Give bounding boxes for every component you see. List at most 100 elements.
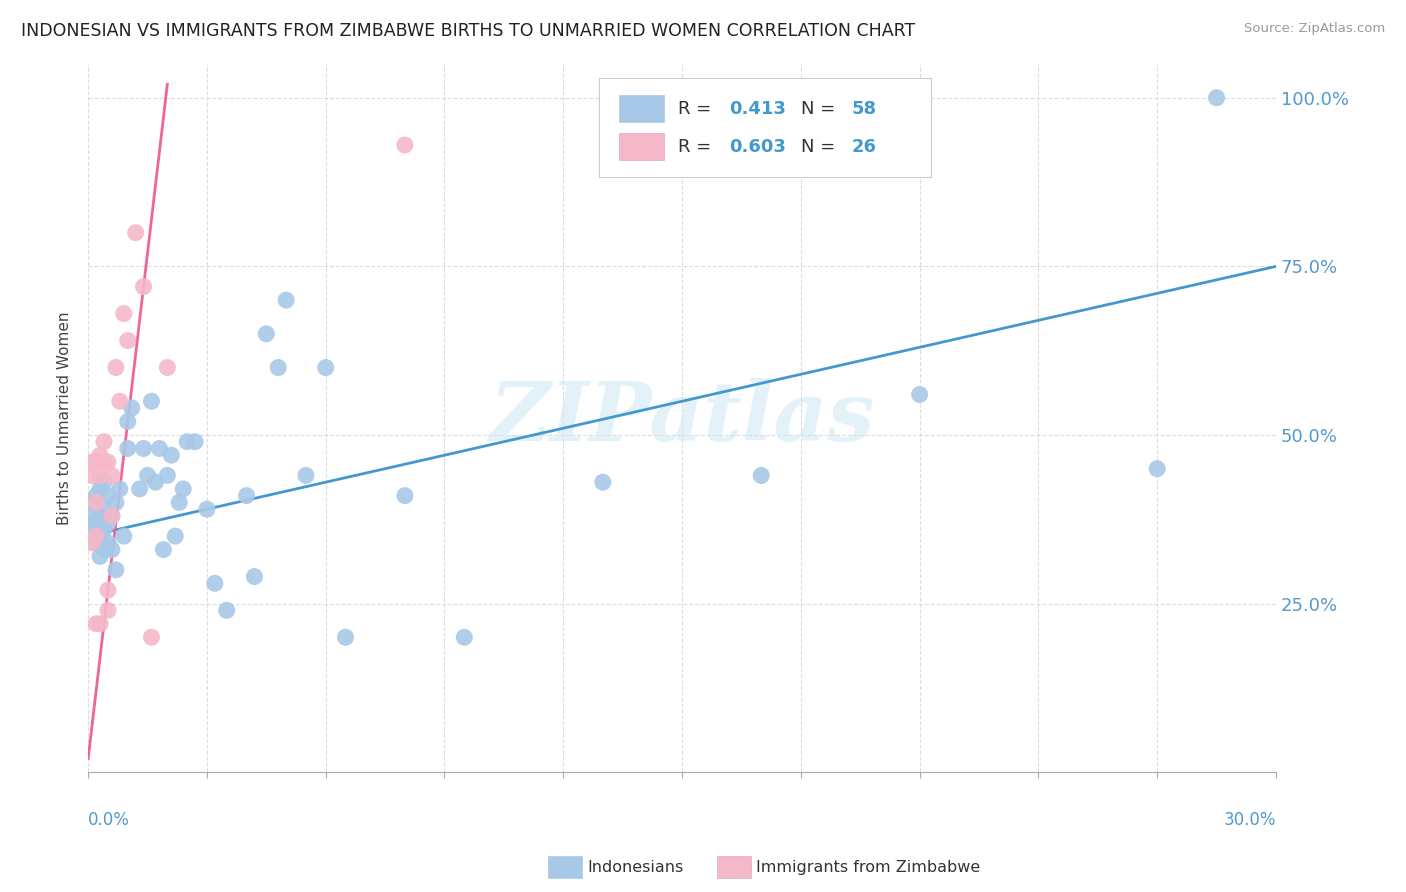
Point <box>101 468 124 483</box>
Text: Indonesians: Indonesians <box>588 860 683 874</box>
Point <box>145 475 167 490</box>
Point <box>124 226 146 240</box>
Point <box>97 603 120 617</box>
Point <box>215 603 238 617</box>
Text: ZIPatlas: ZIPatlas <box>489 378 875 458</box>
Point <box>89 448 111 462</box>
Point <box>128 482 150 496</box>
Point <box>93 542 115 557</box>
Point <box>394 489 416 503</box>
Point <box>749 468 772 483</box>
Point <box>453 630 475 644</box>
Text: N =: N = <box>801 138 841 156</box>
Bar <box>619 95 664 122</box>
Point <box>335 630 357 644</box>
Point <box>295 468 318 483</box>
Point <box>101 508 124 523</box>
Point <box>101 542 124 557</box>
Point <box>235 489 257 503</box>
Point <box>1205 91 1227 105</box>
Point <box>117 415 139 429</box>
FancyBboxPatch shape <box>599 78 932 178</box>
Point <box>89 616 111 631</box>
Point <box>184 434 207 449</box>
Point <box>176 434 198 449</box>
Point <box>89 468 111 483</box>
Text: 26: 26 <box>852 138 877 156</box>
Text: 0.413: 0.413 <box>730 100 786 118</box>
Point <box>89 508 111 523</box>
Point <box>156 468 179 483</box>
Point <box>108 394 131 409</box>
Point <box>136 468 159 483</box>
Point <box>84 616 107 631</box>
Point <box>1146 461 1168 475</box>
Text: 58: 58 <box>852 100 877 118</box>
Text: N =: N = <box>801 100 841 118</box>
Point <box>104 360 127 375</box>
Point <box>97 583 120 598</box>
Point <box>93 455 115 469</box>
Text: 0.0%: 0.0% <box>89 811 129 829</box>
Point <box>148 442 170 456</box>
Point <box>167 495 190 509</box>
Point <box>82 508 104 523</box>
Point <box>89 482 111 496</box>
Point <box>101 508 124 523</box>
Text: R =: R = <box>679 138 717 156</box>
Text: 0.603: 0.603 <box>730 138 786 156</box>
Point <box>89 549 111 564</box>
Point <box>93 522 115 536</box>
Point <box>254 326 277 341</box>
Point <box>84 529 107 543</box>
Point <box>274 293 297 307</box>
Point <box>195 502 218 516</box>
Text: Immigrants from Zimbabwe: Immigrants from Zimbabwe <box>756 860 980 874</box>
Point <box>84 516 107 530</box>
Point <box>93 502 115 516</box>
Point <box>267 360 290 375</box>
Point <box>97 536 120 550</box>
Point <box>104 495 127 509</box>
Point <box>204 576 226 591</box>
Point <box>82 536 104 550</box>
Point <box>165 529 187 543</box>
Point <box>908 387 931 401</box>
Text: Source: ZipAtlas.com: Source: ZipAtlas.com <box>1244 22 1385 36</box>
Y-axis label: Births to Unmarried Women: Births to Unmarried Women <box>58 311 72 524</box>
Point <box>394 138 416 153</box>
Point <box>84 489 107 503</box>
Point <box>82 522 104 536</box>
Point <box>315 360 337 375</box>
Point <box>82 468 104 483</box>
Point <box>82 495 104 509</box>
Point <box>121 401 143 415</box>
Point <box>132 279 155 293</box>
Text: R =: R = <box>679 100 717 118</box>
Point <box>117 334 139 348</box>
Point <box>84 455 107 469</box>
Point <box>172 482 194 496</box>
Text: 30.0%: 30.0% <box>1223 811 1277 829</box>
Point <box>156 360 179 375</box>
Bar <box>619 134 664 161</box>
Point <box>160 448 183 462</box>
Point <box>243 569 266 583</box>
Point <box>97 455 120 469</box>
Point <box>132 442 155 456</box>
Point <box>89 529 111 543</box>
Point <box>112 529 135 543</box>
Point <box>141 394 163 409</box>
Point <box>108 482 131 496</box>
Point <box>82 455 104 469</box>
Point <box>152 542 174 557</box>
Point <box>97 489 120 503</box>
Point <box>93 434 115 449</box>
Point <box>84 536 107 550</box>
Point <box>117 442 139 456</box>
Point <box>93 475 115 490</box>
Point <box>97 516 120 530</box>
Point <box>112 307 135 321</box>
Point <box>592 475 614 490</box>
Point <box>84 495 107 509</box>
